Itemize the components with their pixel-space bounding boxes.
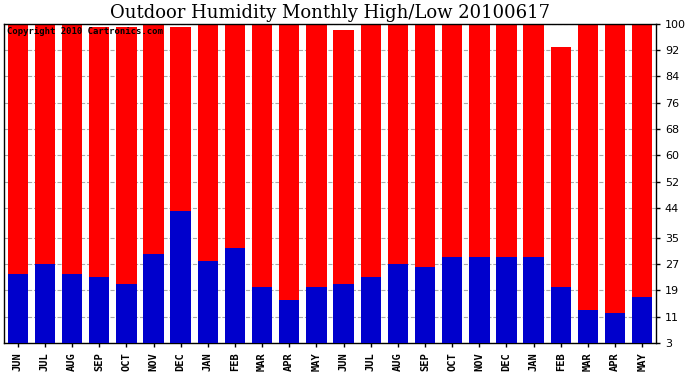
Bar: [62, 274, 82, 353]
Bar: [361, 24, 381, 353]
Bar: [34, 24, 55, 353]
Bar: [388, 24, 408, 353]
Bar: [524, 258, 544, 353]
Bar: [144, 254, 164, 353]
Bar: [116, 284, 137, 353]
Bar: [252, 287, 273, 353]
Bar: [34, 264, 55, 353]
Bar: [361, 277, 381, 353]
Bar: [89, 277, 110, 353]
Bar: [496, 258, 517, 353]
Bar: [551, 287, 571, 353]
Bar: [170, 211, 191, 353]
Bar: [524, 24, 544, 353]
Bar: [116, 27, 137, 353]
Bar: [632, 297, 653, 353]
Bar: [442, 258, 462, 353]
Bar: [605, 314, 625, 353]
Bar: [388, 264, 408, 353]
Bar: [225, 24, 245, 353]
Bar: [605, 24, 625, 353]
Bar: [89, 27, 110, 353]
Bar: [333, 30, 354, 353]
Bar: [170, 27, 191, 353]
Bar: [578, 24, 598, 353]
Bar: [225, 248, 245, 353]
Bar: [442, 24, 462, 353]
Bar: [632, 24, 653, 353]
Bar: [496, 24, 517, 353]
Bar: [252, 24, 273, 353]
Bar: [469, 258, 489, 353]
Bar: [333, 284, 354, 353]
Bar: [306, 24, 326, 353]
Bar: [415, 267, 435, 353]
Text: Copyright 2010 Cartronics.com: Copyright 2010 Cartronics.com: [8, 27, 164, 36]
Bar: [469, 24, 489, 353]
Bar: [197, 261, 218, 353]
Bar: [279, 300, 299, 353]
Bar: [306, 287, 326, 353]
Bar: [62, 24, 82, 353]
Title: Outdoor Humidity Monthly High/Low 20100617: Outdoor Humidity Monthly High/Low 201006…: [110, 4, 550, 22]
Bar: [578, 310, 598, 353]
Bar: [197, 24, 218, 353]
Bar: [551, 47, 571, 353]
Bar: [279, 24, 299, 353]
Bar: [8, 24, 28, 353]
Bar: [8, 274, 28, 353]
Bar: [415, 24, 435, 353]
Bar: [144, 24, 164, 353]
